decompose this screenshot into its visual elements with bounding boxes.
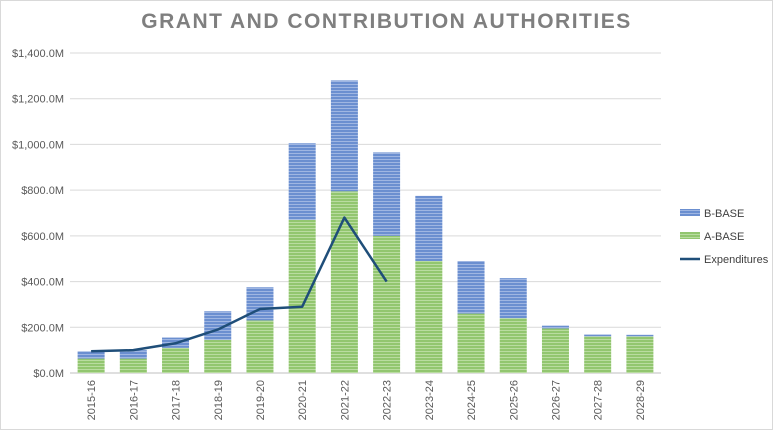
bar-a-base [541,328,569,373]
legend-label: A-BASE [704,231,744,243]
y-tick-label: $1,200.0M [12,94,64,106]
bar-b-base [415,195,443,261]
bar-a-base [373,235,401,373]
bar-a-base [204,339,232,373]
y-tick-label: $600.0M [21,231,64,243]
y-tick-label: $1,400.0M [12,48,64,60]
bar-a-base [330,191,358,373]
y-tick-label: $800.0M [21,185,64,197]
x-tick-label: 2016-17 [128,380,140,420]
legend-label: Expenditures [704,254,769,266]
legend: B-BASE A-BASE Expenditures [680,208,769,266]
bar-a-base [499,318,527,373]
bar-a-base [584,336,612,373]
bar-a-base [77,358,105,373]
y-tick-label: $1,000.0M [12,139,64,151]
expenditures-line [91,216,388,353]
bar-b-base [77,351,105,359]
legend-swatch [680,209,700,216]
x-tick-label: 2025-26 [508,380,520,420]
bar-b-base [246,287,274,321]
chart-title: GRANT AND CONTRIBUTION AUTHORITIES [141,10,632,33]
bar-a-base [626,336,654,373]
bar-b-base [499,278,527,319]
bar-b-base [584,334,612,337]
bar-a-base [246,320,274,373]
x-tick-label: 2017-18 [171,380,183,420]
bars [77,80,654,373]
expenditures-line-group [91,216,388,353]
bar-b-base [541,325,569,329]
x-tick-label: 2019-20 [255,380,267,420]
bar-b-base [288,143,316,220]
legend-swatch [680,232,700,239]
bar-b-base [626,334,654,337]
y-axis-ticks: $0.0M $200.0M $400.0M $600.0M $800.0M $1,000.… [12,48,64,380]
x-tick-label: 2020-21 [297,380,309,420]
x-tick-label: 2028-29 [635,380,647,420]
y-tick-label: $400.0M [21,277,64,289]
x-axis-ticks: 2015-16 2016-17 2017-18 2018-19 2019-20 2020-… [86,380,647,420]
bar-b-base [119,350,147,359]
bar-a-base [288,219,316,373]
x-tick-label: 2015-16 [86,380,98,420]
gridlines [70,52,661,374]
bar-a-base [457,313,485,373]
bar-a-base [162,347,190,373]
bar-b-base [457,261,485,314]
x-tick-label: 2023-24 [424,380,436,420]
legend-label: B-BASE [704,208,744,220]
bar-b-base [330,80,358,192]
y-tick-label: $200.0M [21,322,64,334]
x-tick-label: 2021-22 [339,380,351,420]
x-tick-label: 2026-27 [550,380,562,420]
bar-a-base [415,261,443,373]
x-tick-label: 2018-19 [213,380,225,420]
x-tick-label: 2024-25 [466,380,478,420]
bar-a-base [119,358,147,373]
x-tick-label: 2022-23 [382,380,394,420]
bar-b-base [373,152,401,236]
y-tick-label: $0.0M [33,368,64,380]
x-tick-label: 2027-28 [593,380,605,420]
